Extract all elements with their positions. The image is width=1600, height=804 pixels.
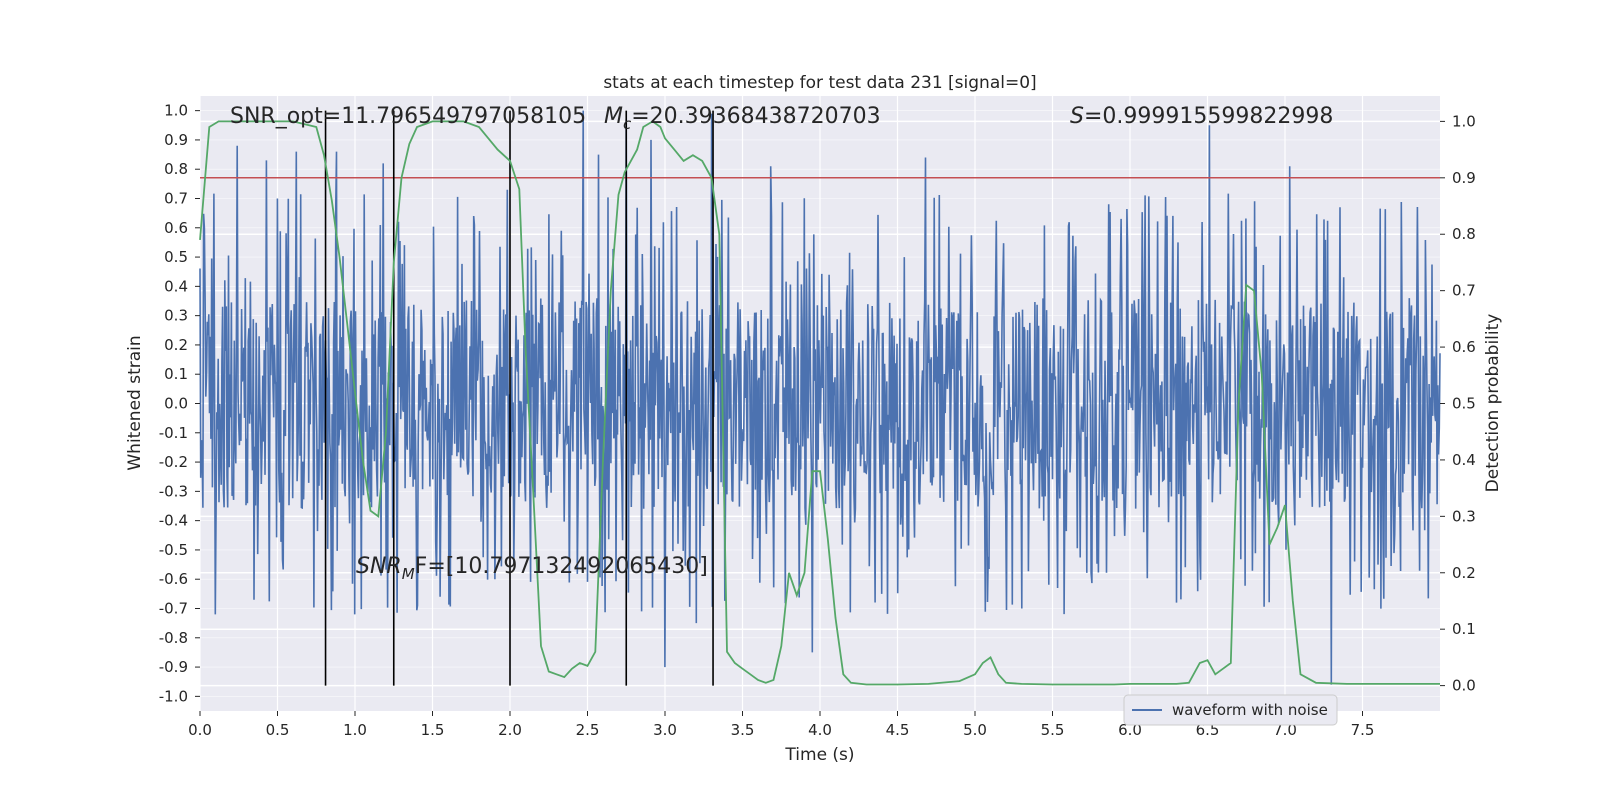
y-tick-label: 0.7 [164,190,188,208]
s-value: =0.999915599822998 [1084,104,1333,129]
legend-box [1123,694,1338,726]
y-tick-label: 0.3 [164,307,188,325]
s-symbol: S [1070,104,1084,129]
y-tick-label: 0.0 [164,395,188,413]
y-tick-label: 0.6 [164,219,188,237]
y2-tick-label: 0.0 [1452,677,1476,695]
y2-tick-label: 0.9 [1452,169,1476,187]
vertical-lines [324,110,714,686]
y-tick-label: -0.3 [159,482,188,500]
snr-opt-annotation: SNR_opt=11.796549797058105 [230,104,586,129]
x-tick-label: 0.5 [266,721,290,739]
y-tick-label: -0.4 [159,512,188,530]
y-ticks: 1.0 0.9 0.8 0.7 0.6 0.5 0.4 0.3 0.2 0.1 0.0 -0.1 -0.… [159,102,200,705]
y2-tick-label: 1.0 [1452,112,1476,130]
y-tick-label: -0.8 [159,629,188,647]
x-tick-label: 2.0 [498,721,522,739]
y-tick-label: 0.2 [164,336,188,354]
waveform-line [199,110,1441,685]
y-tick-label: 0.9 [164,131,188,149]
legend: waveform with noise [1123,694,1338,726]
y-tick-label: -1.0 [159,687,188,705]
x-tick-label: 5.0 [963,721,987,739]
y-tick-label: 1.0 [164,102,188,120]
x-axis-label: Time (s) [784,745,854,765]
y-tick-label: 0.1 [164,365,188,383]
chirp-mass-symbol: M [604,104,623,129]
x-tick-label: 3.0 [653,721,677,739]
probability-series [199,120,1440,686]
probability-line [199,120,1440,686]
x-tick-label: 3.5 [731,721,755,739]
y2-tick-label: 0.1 [1452,620,1476,638]
y2-axis-label: Detection probability [1483,314,1503,493]
chirp-mass-annotation: Mc=20.39368438720703 [604,104,881,133]
chirp-mass-value: =20.39368438720703 [631,104,880,129]
y-tick-label: -0.6 [159,570,188,588]
y-tick-label: -0.9 [159,658,188,676]
y2-tick-label: 0.6 [1452,338,1476,356]
snr-mf-annotation: SNRMF=[10.797132492065430] [356,554,708,583]
y2-tick-label: 0.4 [1452,451,1476,469]
y2-tick-label: 0.5 [1452,395,1476,413]
chart-title: stats at each timestep for test data 231… [603,73,1036,93]
y-axis-label: Whitened strain [125,335,145,470]
snr-mf-subscript: M [402,565,415,583]
snr-mf-symbol: SNR [356,554,402,579]
y-tick-label: 0.5 [164,248,188,266]
y-tick-label: 0.4 [164,277,188,295]
snr-mf-value: F=[10.797132492065430] [415,554,708,579]
x-tick-label: 5.5 [1041,721,1065,739]
y-tick-label: -0.7 [159,600,188,618]
x-tick-label: 1.5 [421,721,445,739]
y-tick-label: -0.1 [159,424,188,442]
y2-tick-label: 0.8 [1452,225,1476,243]
y-tick-label: -0.5 [159,541,188,559]
y-tick-label: 0.8 [164,160,188,178]
x-tick-label: 0.0 [188,721,212,739]
x-tick-label: 1.0 [343,721,367,739]
x-tick-label: 7.5 [1351,721,1375,739]
x-tick-label: 4.0 [808,721,832,739]
y2-tick-label: 0.2 [1452,564,1476,582]
x-tick-label: 4.5 [886,721,910,739]
y2-ticks: 1.0 0.9 0.8 0.7 0.6 0.5 0.4 0.3 0.2 0.1 0.0 [1440,112,1476,695]
x-tick-label: 2.5 [576,721,600,739]
chirp-mass-subscript: c [623,115,632,133]
s-annotation: S=0.999915599822998 [1070,104,1333,129]
y2-tick-label: 0.3 [1452,507,1476,525]
y-tick-label: -0.2 [159,453,188,471]
legend-label: waveform with noise [1172,701,1328,719]
y2-tick-label: 0.7 [1452,282,1476,300]
waveform-series [199,110,1441,685]
